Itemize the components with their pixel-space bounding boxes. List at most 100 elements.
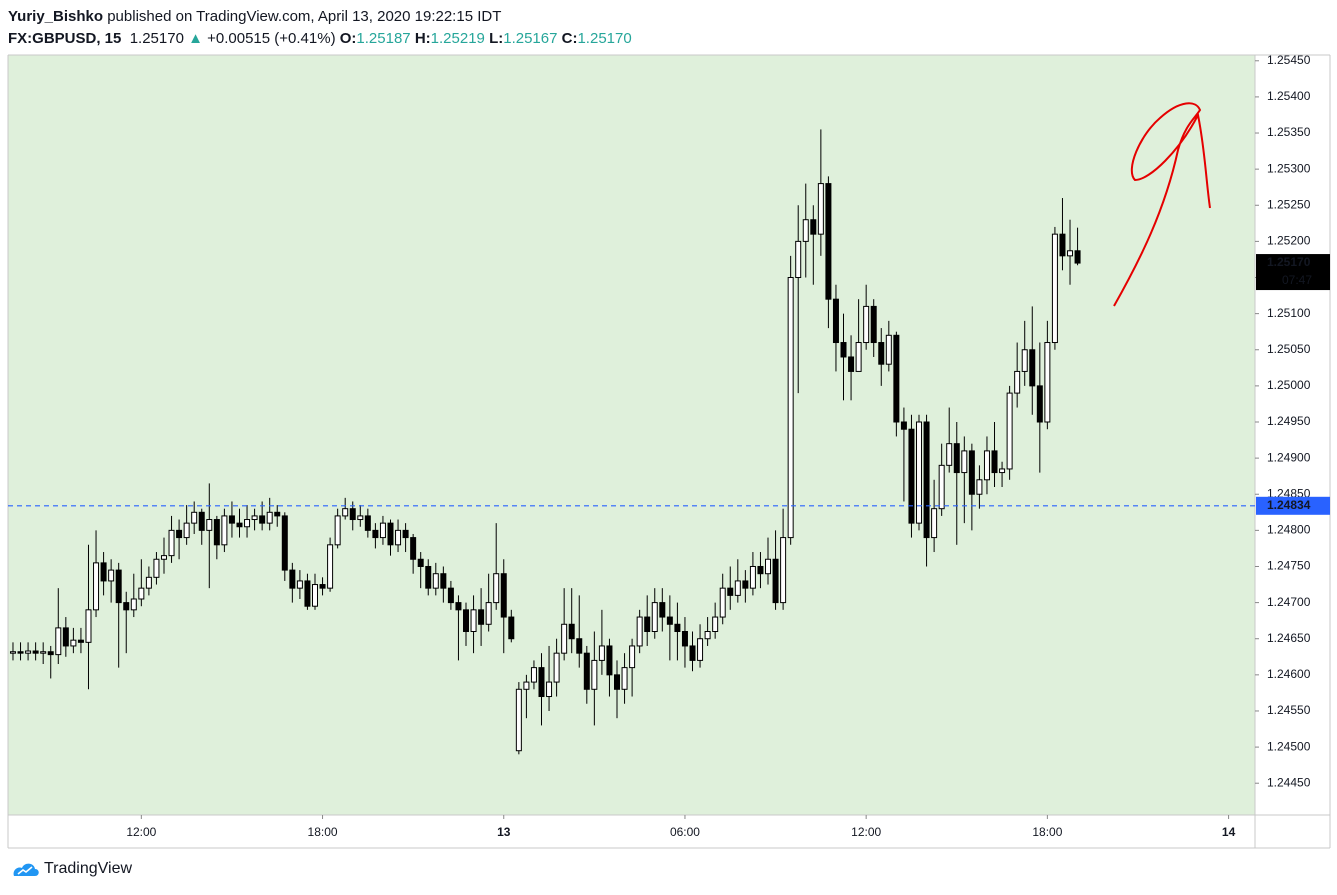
candle-body bbox=[1021, 349, 1028, 372]
candle-body bbox=[855, 342, 862, 372]
last: 1.25170 bbox=[129, 30, 184, 47]
last-price-badge bbox=[1256, 254, 1330, 291]
x-tick-label: 12:00 bbox=[851, 825, 881, 839]
candle-body bbox=[228, 515, 235, 524]
c: 1.25170 bbox=[577, 30, 632, 47]
candle-body bbox=[553, 652, 560, 683]
candle-body bbox=[493, 573, 500, 604]
candle-body bbox=[576, 638, 583, 654]
candle-body bbox=[402, 529, 409, 539]
candle-body bbox=[546, 681, 553, 698]
candle-body bbox=[968, 450, 975, 495]
candle-body bbox=[742, 580, 749, 589]
candle-body bbox=[674, 623, 681, 633]
candle-body bbox=[938, 464, 945, 510]
y-tick-label: 1.25000 bbox=[1267, 378, 1311, 392]
candle-body bbox=[614, 674, 621, 690]
candle-body bbox=[538, 667, 545, 698]
author[interactable]: Yuriy_Bishko bbox=[8, 8, 104, 25]
candle-body bbox=[515, 688, 522, 752]
candle-body bbox=[976, 479, 983, 495]
candle-body bbox=[198, 511, 205, 531]
candle-body bbox=[500, 573, 507, 618]
candle-body bbox=[893, 334, 900, 423]
candle-body bbox=[712, 616, 719, 633]
candle-body bbox=[17, 651, 24, 654]
candle-body bbox=[780, 537, 787, 604]
candle-body bbox=[342, 508, 349, 517]
candle-body bbox=[621, 667, 628, 690]
candle-body bbox=[410, 537, 417, 560]
candle-body bbox=[168, 529, 175, 557]
candle-body bbox=[115, 569, 122, 604]
candle-body bbox=[206, 519, 213, 531]
candle-body bbox=[923, 421, 930, 539]
candles bbox=[8, 129, 1255, 755]
logo[interactable]: TradingView bbox=[12, 860, 132, 878]
y-tick-label: 1.24700 bbox=[1267, 595, 1311, 609]
candle-body bbox=[825, 183, 832, 300]
y-tick-label: 1.24650 bbox=[1267, 631, 1311, 645]
candle-body bbox=[183, 522, 190, 539]
brand: TradingView bbox=[44, 860, 133, 877]
arrow: ▲ bbox=[188, 30, 203, 47]
hline-label: 1.24834 bbox=[1267, 498, 1311, 512]
candle-body bbox=[417, 558, 424, 567]
candle-body bbox=[681, 631, 688, 647]
y-tick-label: 1.24450 bbox=[1267, 775, 1311, 789]
candle-body bbox=[689, 645, 696, 661]
y-tick-label: 1.24600 bbox=[1267, 667, 1311, 681]
candle-body bbox=[327, 544, 334, 589]
y-tick-label: 1.25400 bbox=[1267, 89, 1311, 103]
candle-body bbox=[221, 515, 228, 546]
y-tick-label: 1.24900 bbox=[1267, 450, 1311, 464]
candle-body bbox=[319, 584, 326, 589]
candle-body bbox=[719, 587, 726, 618]
y-tick-label: 1.24950 bbox=[1267, 414, 1311, 428]
candle-body bbox=[85, 609, 92, 643]
candle-body bbox=[787, 277, 794, 539]
candle-body bbox=[93, 562, 100, 611]
x-tick-label: 06:00 bbox=[670, 825, 700, 839]
candle-body bbox=[659, 602, 666, 618]
candle-body bbox=[145, 576, 152, 589]
candle-body bbox=[606, 645, 613, 676]
candle-body bbox=[357, 515, 364, 521]
candle-body bbox=[9, 651, 16, 654]
candle-body bbox=[961, 450, 968, 474]
candle-body bbox=[138, 587, 145, 600]
y-tick-label: 1.25100 bbox=[1267, 306, 1311, 320]
candle-body bbox=[644, 616, 651, 633]
candle-body bbox=[478, 609, 485, 625]
candle-body bbox=[598, 645, 605, 661]
freehand-drawing bbox=[1113, 102, 1211, 307]
candle-body bbox=[757, 565, 764, 575]
candle-body bbox=[455, 602, 462, 611]
candle-body bbox=[908, 428, 915, 524]
candle-body bbox=[40, 651, 47, 654]
candle-body bbox=[772, 558, 779, 604]
y-tick-label: 1.25350 bbox=[1267, 125, 1311, 139]
candle-body bbox=[55, 627, 62, 656]
candle-body bbox=[123, 602, 130, 611]
x-tick-label: 13 bbox=[497, 825, 511, 839]
h: 1.25219 bbox=[430, 30, 485, 47]
countdown: 07:47 bbox=[1282, 273, 1312, 287]
candle-body bbox=[70, 639, 77, 647]
candle-body bbox=[1051, 233, 1058, 344]
symbol: FX:GBPUSD, 15 bbox=[8, 30, 122, 47]
candle-body bbox=[432, 573, 439, 589]
x-tick-label: 12:00 bbox=[126, 825, 156, 839]
candle-body bbox=[568, 623, 575, 640]
candle-body bbox=[817, 183, 824, 235]
candle-body bbox=[840, 342, 847, 358]
candle-body bbox=[704, 631, 711, 640]
candle-body bbox=[523, 681, 530, 690]
candle-body bbox=[870, 305, 877, 344]
candle-body bbox=[379, 522, 386, 539]
y-tick-label: 1.25250 bbox=[1267, 197, 1311, 211]
candle-body bbox=[900, 421, 907, 430]
candle-body bbox=[213, 519, 220, 546]
